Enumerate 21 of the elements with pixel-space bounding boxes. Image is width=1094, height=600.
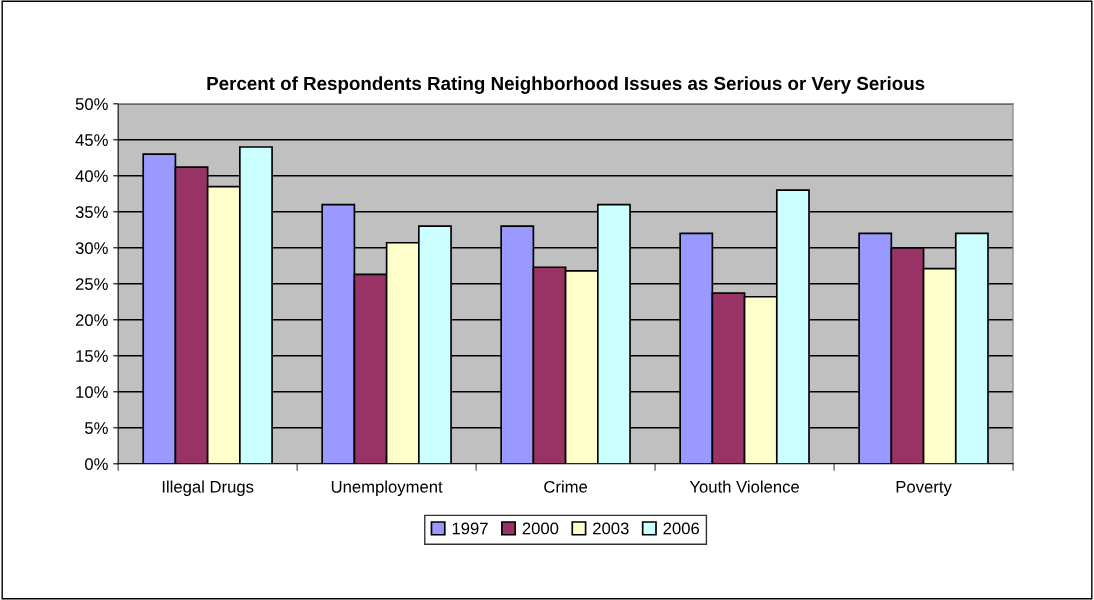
y-tick-label: 40%	[75, 170, 108, 182]
x-tick-label: Unemployment	[331, 480, 443, 496]
x-tick-label: Youth Violence	[689, 480, 799, 493]
y-tick-label: 10%	[76, 386, 108, 398]
y-tick-label: 30%	[75, 242, 108, 254]
y-tick-label: 35%	[75, 206, 108, 218]
y-tick-label: 25%	[75, 278, 108, 290]
legend-label: 2003	[593, 522, 629, 535]
y-tick-label: 20%	[75, 314, 108, 326]
y-tick-label: 0%	[84, 458, 108, 470]
y-tick-label: 15%	[76, 350, 108, 362]
legend-label: 2006	[663, 522, 700, 535]
legend-label: 1997	[452, 522, 488, 535]
y-tick-label: 5%	[85, 422, 108, 434]
chart-title: Percent of Respondents Rating Neighborhood Issues as Serious or Very Serious	[207, 76, 925, 94]
x-tick-label: Illegal Drugs	[162, 480, 254, 496]
y-tick-label: 50%	[75, 98, 108, 110]
y-tick-label: 45%	[75, 134, 108, 146]
x-tick-label: Crime	[544, 480, 588, 493]
x-tick-label: Poverty	[896, 481, 952, 496]
legend-label: 2000	[522, 522, 559, 535]
